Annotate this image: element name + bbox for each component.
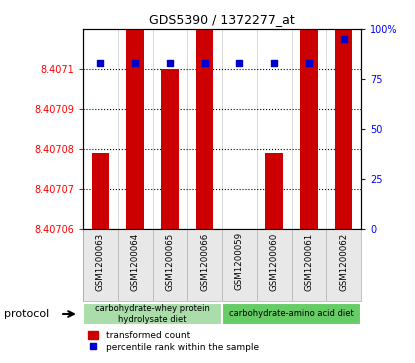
Bar: [161, 69, 178, 229]
Text: GSM1200062: GSM1200062: [339, 232, 348, 290]
Point: [271, 60, 278, 66]
Bar: [196, 0, 213, 229]
Bar: [231, 229, 248, 363]
Legend: transformed count, percentile rank within the sample: transformed count, percentile rank withi…: [88, 331, 259, 352]
Text: carbohydrate-whey protein
hydrolysate diet: carbohydrate-whey protein hydrolysate di…: [95, 304, 210, 324]
Point: [340, 36, 347, 42]
Bar: [266, 153, 283, 229]
Point: [166, 60, 173, 66]
Bar: [83, 303, 222, 325]
Text: GSM1200061: GSM1200061: [305, 232, 313, 290]
Point: [132, 60, 139, 66]
Bar: [300, 0, 317, 229]
Text: protocol: protocol: [4, 309, 49, 319]
Point: [305, 60, 312, 66]
Text: GSM1200060: GSM1200060: [270, 232, 278, 290]
Text: GSM1200065: GSM1200065: [166, 232, 174, 290]
Bar: [92, 153, 109, 229]
Text: GSM1200059: GSM1200059: [235, 232, 244, 290]
Bar: [222, 303, 361, 325]
Text: carbohydrate-amino acid diet: carbohydrate-amino acid diet: [229, 310, 354, 318]
Bar: [127, 0, 144, 229]
Text: GSM1200063: GSM1200063: [96, 232, 105, 290]
Point: [201, 60, 208, 66]
Bar: [335, 29, 352, 229]
Point: [236, 60, 243, 66]
Point: [97, 60, 104, 66]
Text: GSM1200066: GSM1200066: [200, 232, 209, 290]
Title: GDS5390 / 1372277_at: GDS5390 / 1372277_at: [149, 13, 295, 26]
Text: GSM1200064: GSM1200064: [131, 232, 139, 290]
